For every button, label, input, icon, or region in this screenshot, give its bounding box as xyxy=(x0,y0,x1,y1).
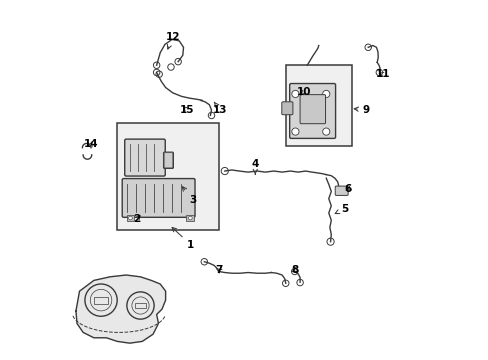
FancyBboxPatch shape xyxy=(300,95,325,124)
Text: 1: 1 xyxy=(172,228,194,249)
FancyBboxPatch shape xyxy=(117,123,219,230)
Text: 15: 15 xyxy=(180,105,194,115)
FancyBboxPatch shape xyxy=(335,186,347,195)
FancyBboxPatch shape xyxy=(122,179,195,217)
Text: 11: 11 xyxy=(375,69,389,79)
Text: 13: 13 xyxy=(212,102,227,115)
Text: 6: 6 xyxy=(344,184,351,194)
Bar xyxy=(126,215,134,221)
Polygon shape xyxy=(76,275,165,343)
Text: 2: 2 xyxy=(133,215,140,224)
Text: 3: 3 xyxy=(182,187,196,205)
Bar xyxy=(135,303,146,309)
Circle shape xyxy=(322,128,329,135)
Text: 8: 8 xyxy=(290,265,298,275)
Circle shape xyxy=(188,216,192,220)
Circle shape xyxy=(291,128,298,135)
FancyBboxPatch shape xyxy=(163,152,173,168)
Text: 4: 4 xyxy=(251,159,259,175)
Bar xyxy=(94,297,108,304)
Bar xyxy=(186,215,194,221)
Text: 12: 12 xyxy=(165,32,180,49)
Text: 7: 7 xyxy=(215,265,223,275)
Text: 5: 5 xyxy=(334,204,348,214)
Text: 14: 14 xyxy=(83,139,98,149)
FancyBboxPatch shape xyxy=(281,102,292,115)
Text: 9: 9 xyxy=(353,105,369,115)
FancyBboxPatch shape xyxy=(289,84,335,138)
Text: 10: 10 xyxy=(296,87,310,97)
Circle shape xyxy=(291,90,298,98)
FancyBboxPatch shape xyxy=(124,139,165,176)
Circle shape xyxy=(128,216,132,220)
FancyBboxPatch shape xyxy=(285,65,351,146)
Circle shape xyxy=(322,90,329,98)
